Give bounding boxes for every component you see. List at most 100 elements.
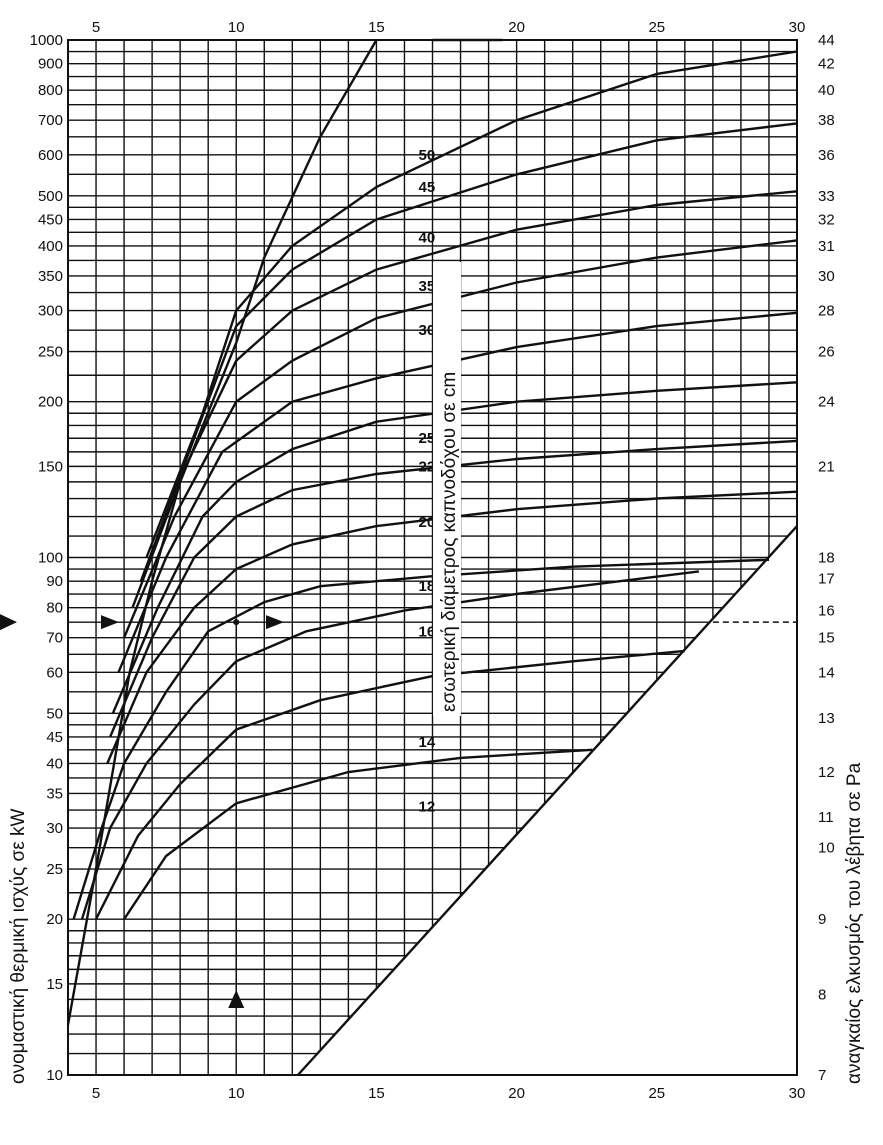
arrow-up-icon (228, 990, 245, 1008)
left-tick: 20 (46, 911, 63, 928)
arrow-right-icon (266, 615, 284, 630)
right-tick: 11 (818, 809, 834, 826)
curve-label-40: 40 (419, 230, 436, 247)
left-tick: 250 (38, 344, 63, 361)
curve-label-25: 25 (419, 430, 436, 447)
left-tick: 60 (46, 664, 63, 681)
left-tick: 150 (38, 458, 63, 475)
right-tick: 17 (818, 571, 835, 588)
left-tick: 300 (38, 303, 63, 320)
right-tick: 36 (818, 147, 835, 164)
x-tick-bottom: 10 (228, 1085, 245, 1102)
left-tick: 800 (38, 82, 63, 99)
curve-label-45: 45 (419, 179, 436, 196)
right-tick: 40 (818, 82, 835, 99)
curve-12 (123, 748, 593, 920)
curve-20 (106, 490, 798, 764)
curve-label-18: 18 (419, 578, 436, 595)
arrow-right-icon (0, 614, 17, 631)
example-reading (0, 614, 797, 1008)
left-tick: 600 (38, 147, 63, 164)
right-tick: 32 (818, 211, 835, 228)
right-tick: 30 (818, 268, 835, 285)
right-tick: 13 (818, 710, 835, 727)
curve-label-30: 30 (419, 322, 436, 339)
curve-label-12: 12 (419, 799, 436, 816)
curve-label-16: 16 (419, 623, 436, 640)
right-tick: 16 (818, 602, 835, 619)
curve-50 (145, 50, 798, 558)
curve-label-22: 22 (419, 458, 436, 475)
left-axis-title: ονομαστική θερμική ισχύς σε kW (8, 809, 29, 1084)
curve-18 (72, 558, 770, 920)
left-tick: 450 (38, 211, 63, 228)
x-tick-bottom: 25 (648, 1085, 665, 1102)
right-tick: 7 (818, 1067, 826, 1084)
right-tick: 24 (818, 394, 835, 411)
right-tick: 33 (818, 188, 835, 205)
x-tick-top: 30 (789, 19, 806, 36)
left-tick: 45 (46, 729, 63, 746)
left-tick: 200 (38, 394, 63, 411)
x-tick-top: 10 (228, 19, 245, 36)
left-tick: 35 (46, 785, 63, 802)
right-tick: 9 (818, 911, 826, 928)
right-axis-title: αναγκαίος ελκυσμός του λέβητα σε Pa (844, 762, 865, 1084)
boundary-line (297, 525, 798, 1076)
example-point (233, 619, 240, 626)
left-tick: 350 (38, 268, 63, 285)
left-tick: 70 (46, 630, 63, 647)
x-tick-top: 15 (368, 19, 385, 36)
curve-14 (94, 649, 685, 920)
arrow-right-icon (101, 615, 119, 630)
x-tick-bottom: 5 (92, 1085, 100, 1102)
curve-label-20: 20 (419, 514, 436, 531)
left-tick: 50 (46, 705, 63, 722)
x-tick-bottom: 15 (368, 1085, 385, 1102)
x-tick-bottom: 20 (508, 1085, 525, 1102)
left-axis-ticks: 10 15 20 25 30 35 40 45 50 60 70 80 90 100 150 200 250 30… (30, 32, 63, 1084)
right-tick: 44 (818, 32, 835, 49)
left-tick: 100 (38, 550, 63, 567)
right-tick: 8 (818, 987, 826, 1004)
right-tick: 26 (818, 344, 835, 361)
curve-22 (108, 439, 798, 738)
x-tick-top: 5 (92, 19, 100, 36)
left-tick: 10 (46, 1067, 63, 1084)
curve-45 (139, 122, 798, 582)
x-tick-top: 25 (648, 19, 665, 36)
left-tick: 500 (38, 188, 63, 205)
left-tick: 40 (46, 755, 63, 772)
curve-labels: 12 14 16 18 20 22 25 30 35 40 45 50 (419, 147, 436, 816)
right-tick: 14 (818, 664, 835, 681)
curve-label-title: εσωτερική διάμετρος καπνοδόχου σε cm (439, 372, 460, 712)
left-tick: 25 (46, 861, 63, 878)
left-tick: 80 (46, 600, 63, 617)
x-tick-top: 20 (508, 19, 525, 36)
right-tick: 18 (818, 550, 835, 567)
curve-35 (122, 239, 798, 639)
left-tick: 90 (46, 573, 63, 590)
right-axis-ticks: 7 8 9 10 11 12 13 14 15 16 17 18 21 24 26 28 30 31 32 33 36 3… (818, 32, 835, 1084)
left-tick: 30 (46, 820, 63, 837)
plot-frame (67, 39, 798, 1076)
x-axis-ticks: 5 5 10 10 15 15 20 20 25 25 30 30 (92, 19, 805, 1102)
left-tick: 1000 (30, 32, 63, 49)
curve-label-50: 50 (419, 147, 436, 164)
curve-label-35: 35 (419, 278, 436, 295)
curve-label-box: εσωτερική διάμετρος καπνοδόχου σε cm (433, 262, 461, 716)
right-tick: 38 (818, 112, 835, 129)
right-tick: 15 (818, 630, 835, 647)
left-tick: 900 (38, 56, 63, 73)
left-tick: 400 (38, 238, 63, 255)
right-tick: 10 (818, 840, 835, 857)
right-tick: 31 (818, 238, 835, 255)
left-tick: 15 (46, 976, 63, 993)
right-tick: 12 (818, 764, 835, 781)
left-tick: 700 (38, 112, 63, 129)
right-tick: 21 (818, 458, 835, 475)
right-tick: 42 (818, 56, 835, 73)
curve-25 (111, 381, 798, 714)
right-tick: 28 (818, 303, 835, 320)
